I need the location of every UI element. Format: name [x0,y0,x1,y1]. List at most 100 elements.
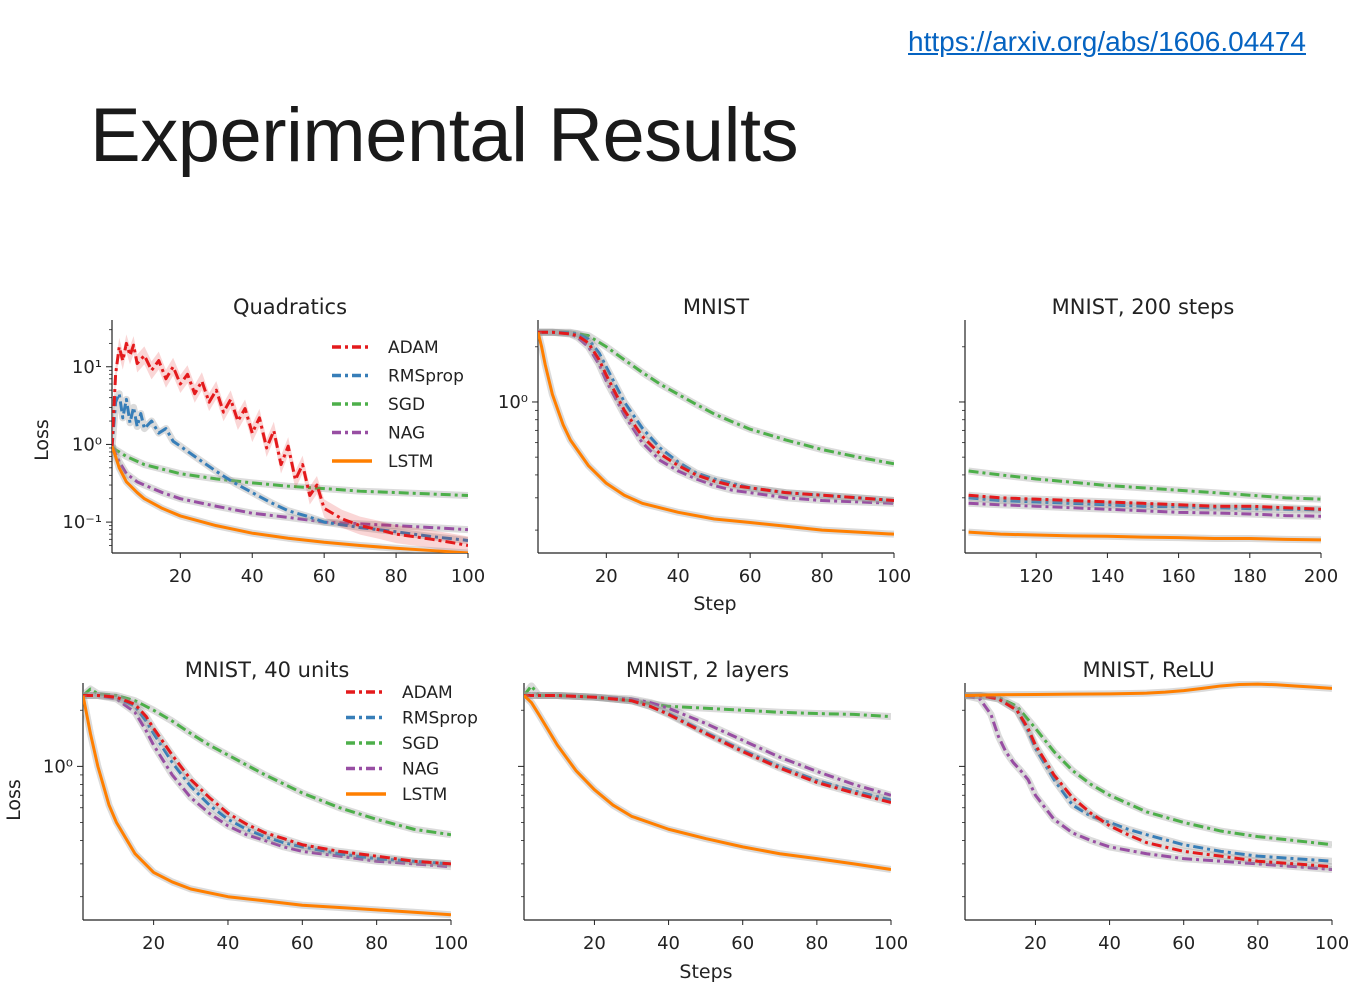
panel-mnist-200-steps-series-sgd [968,469,1321,501]
panel-mnist-relu-series-nag [965,694,1332,871]
panel-mnist-2-layers-title: MNIST, 2 layers [626,658,789,682]
legend-label-sgd: SGD [388,395,425,415]
panel-mnist-40-units-plot-area [83,685,451,919]
panel-mnist-series-lstm [538,331,894,536]
panel-mnist-40-units: MNIST, 40 units 20 40 60 80 100 10⁰ ADAM RMSprop… [43,658,478,954]
panel-mnist-40-units-x-tick-label: 40 [217,933,240,954]
panel-mnist-series-sgd [538,330,894,466]
panel-mnist-2-layers-band-sgd [524,682,891,721]
legend-label-adam: ADAM [388,338,439,358]
panel-mnist-x-tick-label: 80 [811,566,834,587]
panel-quadratics-x-tick-label: 40 [241,566,264,587]
panel-mnist-40-units-x-tick-label: 100 [434,933,468,954]
panel-mnist-x-tick-label: 20 [595,566,618,587]
panel-quadratics-x-tick-label: 80 [385,566,408,587]
panel-mnist-40-units-y-tick-label: 10⁰ [43,756,73,777]
panel-quadratics-series-nag [112,445,468,532]
panel-mnist-200-steps-x-tick-label: 200 [1304,566,1338,587]
legend-label-rmsprop: RMSprop [402,709,478,729]
panel-quadratics-y-tick-label: 10⁻¹ [62,512,102,533]
panel-mnist-200-steps-title: MNIST, 200 steps [1052,295,1235,319]
panel-mnist-40-units-band-lstm [83,694,451,919]
panel-mnist-200-steps-plot-area [968,467,1321,544]
panel-mnist-200-steps-series-lstm [968,530,1321,542]
panel-mnist-series-nag [538,330,894,505]
panel-mnist-series-adam [538,330,894,503]
panel-mnist-relu-x-tick-label: 60 [1172,933,1195,954]
panel-mnist-40-units-series-nag [83,693,451,869]
panel-mnist-2-layers-x-tick-label: 20 [583,933,606,954]
panel-quadratics-x-tick-label: 60 [313,566,336,587]
panel-mnist-2-layers-series-adam [524,693,891,804]
legend-label-nag: NAG [402,760,439,780]
panel-quadratics-y-tick-label: 10⁰ [72,434,102,455]
panel-quadratics-legend: ADAM RMSprop SGD NAG LSTM [332,338,464,472]
panel-mnist-2-layers-series-lstm [524,694,891,871]
row2-y-axis-label: Loss [3,779,25,821]
row2-x-axis-label: Steps [679,961,732,983]
panel-mnist-2-layers-x-tick-label: 40 [657,933,680,954]
panel-mnist-200-steps-x-tick-label: 160 [1161,566,1195,587]
panel-mnist: MNIST 20 40 60 80 100 10⁰ [498,295,911,587]
panel-quadratics-x-tick-label: 100 [451,566,485,587]
legend-label-lstm: LSTM [388,452,433,472]
panel-quadratics-plot-area [112,334,468,553]
panel-mnist-relu-x-tick-label: 20 [1024,933,1047,954]
panel-mnist-200-steps-series-adam [968,493,1321,511]
panel-mnist-40-units-legend: ADAM RMSprop SGD NAG LSTM [346,683,478,805]
legend-label-sgd: SGD [402,734,439,754]
panel-quadratics-title: Quadratics [233,295,347,319]
panel-mnist-relu-x-tick-label: 100 [1315,933,1349,954]
panel-mnist-200-steps-x-tick-label: 120 [1019,566,1053,587]
legend-label-nag: NAG [388,424,425,444]
panel-quadratics: Quadratics 20 40 60 80 100 10¹ 10⁰ 10⁻¹ ADAM RMSpr… [62,295,485,587]
panel-mnist-relu-series-adam [965,693,1332,869]
legend-label-adam: ADAM [402,683,453,703]
panel-mnist-x-tick-label: 100 [877,566,911,587]
panel-mnist-40-units-title: MNIST, 40 units [185,658,350,682]
source-link[interactable]: https://arxiv.org/abs/1606.04474 [908,26,1306,57]
panel-mnist-2-layers: MNIST, 2 layers 20 40 60 80 100 [518,658,908,954]
panel-mnist-200-steps-series-nag [968,501,1321,518]
legend-label-lstm: LSTM [402,785,447,805]
panel-mnist-200-steps-x-tick-label: 140 [1090,566,1124,587]
panel-mnist-40-units-x-tick-label: 20 [142,933,165,954]
panel-quadratics-series-sgd [112,445,468,497]
panel-mnist-relu-series-sgd [965,693,1332,847]
panel-mnist-200-steps-band-sgd [968,467,1321,503]
panel-mnist-title: MNIST [683,295,749,319]
slide-title: Experimental Results [90,93,799,178]
panel-mnist-40-units-series-adam [83,693,451,866]
panel-mnist-2-layers-x-tick-label: 100 [874,933,908,954]
panel-quadratics-x-tick-label: 20 [169,566,192,587]
panel-mnist-relu: MNIST, ReLU 20 40 60 80 100 [959,658,1349,954]
panel-mnist-40-units-series-lstm [83,695,451,917]
row1-y-axis-label: Loss [31,419,53,461]
panel-mnist-relu-x-tick-label: 40 [1098,933,1121,954]
row1-x-axis-label: Step [693,593,736,615]
panel-mnist-200-steps-x-tick-label: 180 [1233,566,1267,587]
panel-mnist-40-units-series-sgd [83,687,451,837]
panel-mnist-x-tick-label: 40 [667,566,690,587]
panel-mnist-y-tick-label: 10⁰ [498,392,528,413]
panel-quadratics-series-lstm [112,445,468,553]
panel-mnist-200-steps: MNIST, 200 steps 120 140 160 180 200 [959,295,1338,587]
panel-mnist-relu-title: MNIST, ReLU [1082,658,1214,682]
panel-mnist-2-layers-plot-area [524,682,891,873]
panel-mnist-40-units-x-tick-label: 80 [365,933,388,954]
panel-mnist-x-tick-label: 60 [739,566,762,587]
panel-quadratics-series-adam [112,341,468,547]
panel-mnist-relu-plot-area [965,681,1332,873]
panel-quadratics-y-tick-label: 10¹ [72,357,102,378]
panel-mnist-2-layers-x-tick-label: 60 [731,933,754,954]
panel-mnist-2-layers-x-tick-label: 80 [805,933,828,954]
panel-quadratics-band-adam [112,334,468,553]
panel-mnist-plot-area [538,328,894,538]
panel-mnist-200-steps-series-rmsprop [968,496,1321,512]
panel-mnist-40-units-x-tick-label: 60 [291,933,314,954]
legend-label-rmsprop: RMSprop [388,367,464,387]
panel-mnist-relu-x-tick-label: 80 [1246,933,1269,954]
panel-quadratics-series-rmsprop [112,392,468,542]
panel-mnist-relu-series-lstm [965,682,1332,697]
